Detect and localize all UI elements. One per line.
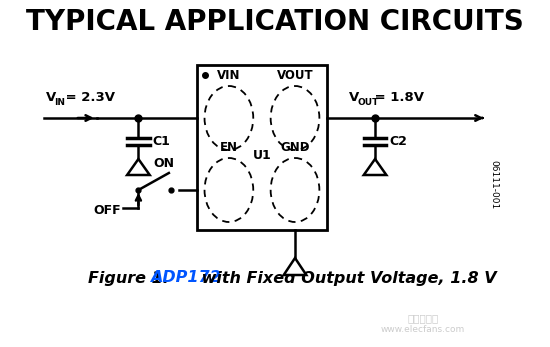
Text: OFF: OFF <box>94 203 121 217</box>
Text: VOUT: VOUT <box>277 69 313 82</box>
Bar <box>197 65 327 230</box>
Text: IN: IN <box>54 98 65 107</box>
Text: ON: ON <box>153 157 174 170</box>
Ellipse shape <box>271 158 320 222</box>
Text: = 1.8V: = 1.8V <box>370 91 424 104</box>
Text: EN: EN <box>220 141 238 154</box>
Text: ADP172: ADP172 <box>150 271 221 286</box>
Text: U1: U1 <box>252 149 271 161</box>
Text: TYPICAL APPLICATION CIRCUITS: TYPICAL APPLICATION CIRCUITS <box>26 8 524 36</box>
Text: GND: GND <box>280 141 310 154</box>
Text: 06111-001: 06111-001 <box>490 160 499 210</box>
Polygon shape <box>364 159 386 175</box>
Polygon shape <box>127 159 150 175</box>
Ellipse shape <box>271 86 320 150</box>
Text: = 2.3V: = 2.3V <box>61 91 115 104</box>
Ellipse shape <box>205 158 253 222</box>
Text: VIN: VIN <box>217 69 241 82</box>
Text: www.elecfans.com: www.elecfans.com <box>381 325 465 335</box>
Text: 电子发烧友: 电子发烧友 <box>407 313 438 323</box>
Text: C2: C2 <box>389 135 407 148</box>
Text: V: V <box>46 91 57 104</box>
Text: V: V <box>349 91 359 104</box>
Text: with Fixed Output Voltage, 1.8 V: with Fixed Output Voltage, 1.8 V <box>196 271 497 286</box>
Polygon shape <box>284 258 306 275</box>
Ellipse shape <box>205 86 253 150</box>
Text: C1: C1 <box>152 135 170 148</box>
Text: OUT: OUT <box>358 98 379 107</box>
Text: Figure 1.: Figure 1. <box>88 271 174 286</box>
